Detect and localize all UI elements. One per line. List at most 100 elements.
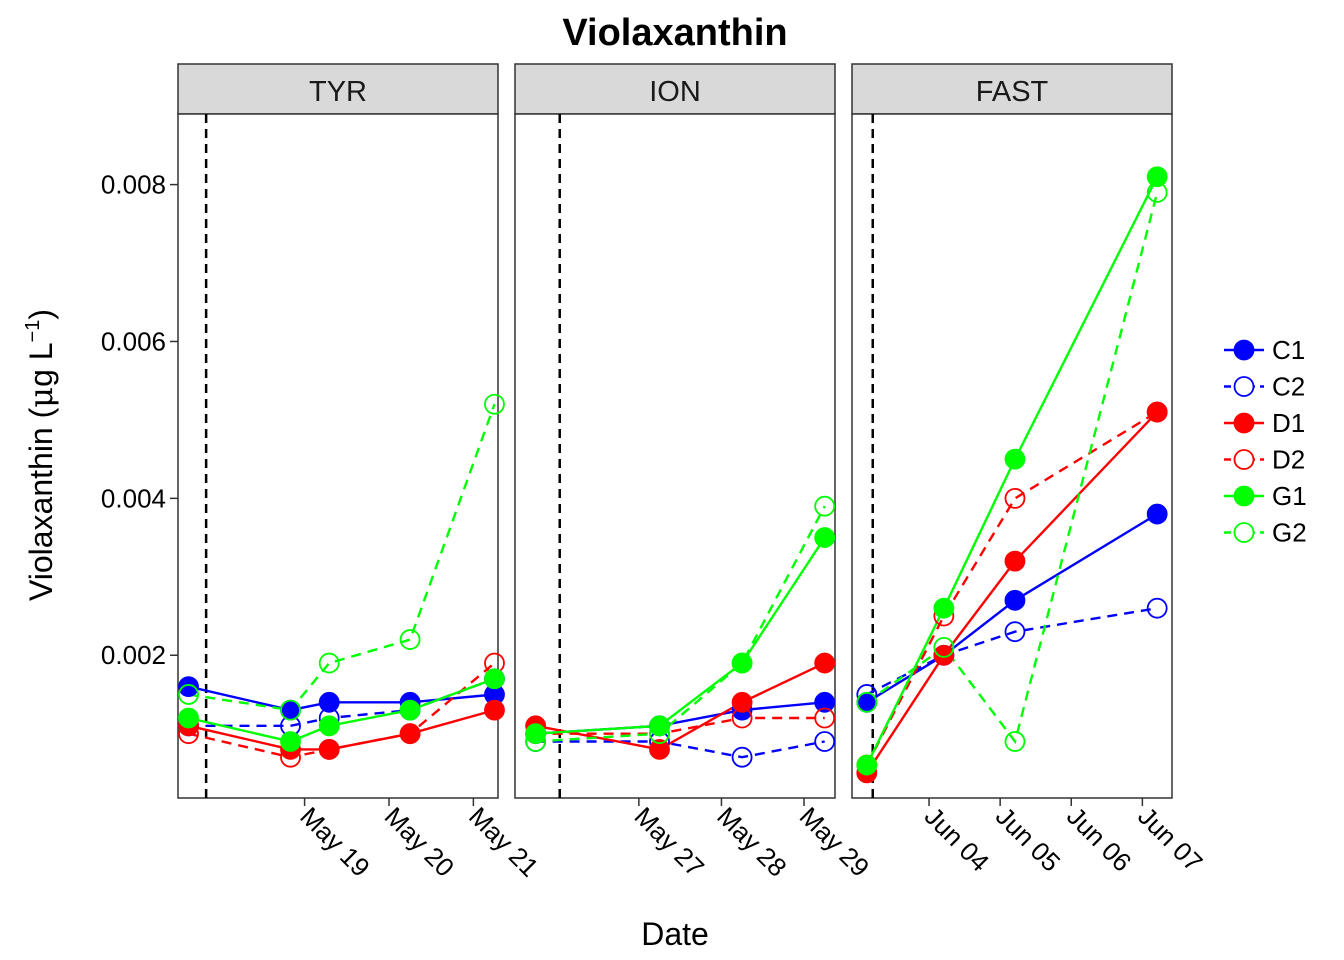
series-line-g2 [535,505,826,743]
panel-tyr: TYR 0.002 0.004 0.006 0.008 May 19 May 20 May 2… [101,63,545,883]
data-point-c1 [318,691,340,713]
series-line-d1 [535,662,826,751]
facet-strip [851,63,1173,115]
data-point-g1 [1004,448,1026,470]
legend-item-g2: G2 [1224,518,1307,548]
legend-label: G1 [1272,481,1307,511]
data-point-c1 [178,676,199,698]
plot-area [177,113,499,799]
facet-strip [514,63,836,115]
data-point-d2 [1004,487,1026,509]
legend-key-point [1233,485,1255,507]
data-point-g1 [649,715,670,737]
x-tick-label: Jun 07 [1132,801,1208,877]
y-axis-title-unit: g L [23,342,59,386]
y-axis-title-mu: μ [22,387,60,408]
y-axis-title-close: ) [23,309,59,320]
data-point-g1 [856,754,878,776]
legend-item-c2: C2 [1224,372,1305,402]
legend-item-d2: D2 [1224,445,1305,475]
x-tick-label: Jun 06 [1061,801,1137,877]
data-point-g2 [649,723,670,745]
facet-strip-label: TYR [309,76,367,108]
data-point-g1 [814,527,836,548]
data-point-c2 [856,684,878,705]
panel-ion: ION May 27 May 28 May 29 [514,63,876,883]
data-point-g2 [856,691,878,713]
data-point-g2 [814,495,836,517]
data-point-d1 [484,699,505,721]
x-tick-label: May 29 [794,801,876,883]
data-point-c1 [814,691,836,713]
data-point-g1 [280,731,301,752]
legend-key-point [1233,339,1255,361]
data-point-g1 [178,707,199,729]
data-point-g2 [280,699,301,721]
series-line-g1 [865,176,1159,766]
data-point-d1 [933,644,955,666]
y-tick-label: 0.008 [101,170,166,200]
data-point-c1 [1004,589,1026,611]
y-axis-title: Violaxanthin (μg L−1) [22,309,60,601]
data-point-g2 [178,684,199,705]
y-tick-label: 0.004 [101,483,166,513]
series-line-g1 [535,536,826,735]
legend-key-point [1233,449,1255,470]
data-point-d1 [731,691,753,713]
legend-key-point [1233,522,1255,543]
legend: C1 C2 D1 D2 G1 G2 [1224,335,1307,548]
legend-label: C2 [1272,372,1305,402]
data-point-g2 [731,652,753,674]
data-point-c2 [814,731,836,752]
data-point-g2 [1004,731,1026,752]
chart-title: Violaxanthin [562,12,787,54]
data-point-d2 [1146,401,1168,423]
data-point-g2 [933,636,955,658]
y-axis-title-exponent: −1 [22,320,44,343]
x-tick-label: May 27 [629,801,711,883]
series-line-g2 [866,192,1159,745]
facet-strip-label: ION [649,76,701,108]
x-tick-label: May 20 [379,801,461,883]
x-axis-title: Date [641,916,709,952]
data-point-c2 [731,746,753,768]
series-line-g2 [188,403,496,712]
plot-area [514,113,836,799]
x-tick-label: Jun 05 [990,801,1066,877]
legend-label: C1 [1272,335,1305,365]
x-tick-label: May 28 [711,801,793,883]
data-point-g2 [1146,182,1168,203]
data-point-g2 [318,652,340,674]
legend-key-point [1233,376,1255,397]
data-point-g1 [933,597,955,619]
data-point-g1 [484,668,505,690]
legend-label: D1 [1272,408,1305,438]
data-point-g1 [399,699,421,721]
legend-key-point [1233,412,1255,434]
data-point-d2 [731,707,753,729]
x-tick-label: May 19 [294,801,376,883]
data-point-g1 [525,723,547,745]
data-point-g2 [484,393,505,415]
y-axis-title-main: Violaxanthin ( [23,407,59,601]
legend-item-c1: C1 [1224,335,1305,365]
y-tick-label: 0.002 [101,640,166,670]
data-point-g2 [525,731,547,752]
x-tick-label: Jun 04 [919,801,995,877]
legend-item-g1: G1 [1224,481,1307,511]
data-point-g1 [1146,166,1168,188]
data-point-d1 [649,738,670,760]
data-point-c2 [1004,621,1026,643]
data-point-d2 [318,738,340,760]
series-line-d1 [865,411,1159,774]
series-line-c2 [866,607,1158,696]
series-line-c1 [866,512,1158,704]
facet-strip-label: FAST [976,76,1049,108]
data-point-d1 [1004,550,1026,572]
data-point-g1 [318,715,340,737]
data-point-c1 [1146,503,1168,525]
data-point-c2 [1146,597,1168,619]
